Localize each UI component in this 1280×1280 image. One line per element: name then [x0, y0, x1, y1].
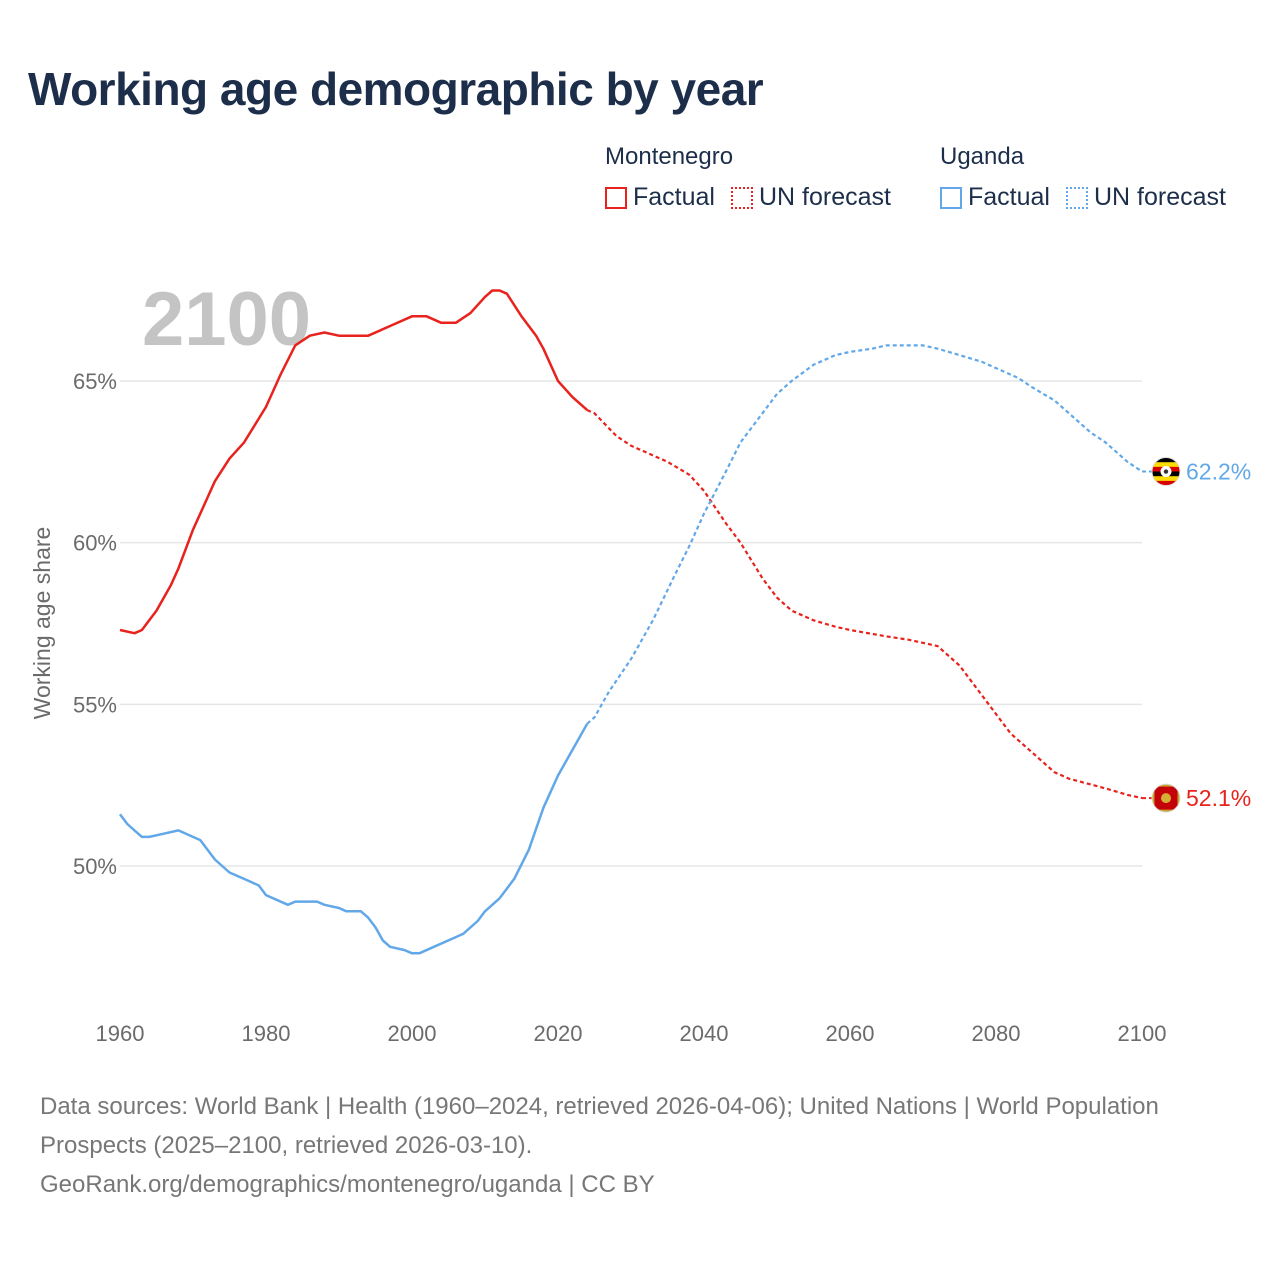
legend-group-label: Montenegro — [605, 143, 734, 170]
legend-montenegro-factual[interactable]: Factual — [605, 183, 715, 212]
legend-item-label: Factual — [633, 183, 715, 211]
legend-group-label: Uganda — [940, 143, 1025, 170]
x-tick-label: 1980 — [242, 1021, 291, 1046]
montenegro-factual-line — [119, 289, 589, 635]
flag-body — [1152, 784, 1180, 813]
legend-group-uganda: Uganda Factual UN forecast — [940, 143, 1226, 212]
x-tick-label: 2020 — [534, 1021, 583, 1046]
y-axis-title: Working age share — [29, 527, 55, 720]
legend-item-label: UN forecast — [758, 183, 891, 211]
y-tick-label: 50% — [73, 854, 117, 879]
data-sources-note: Data sources: World Bank | Health (1960–… — [40, 1093, 1159, 1159]
legend-group-montenegro: Montenegro Factual UN forecast — [605, 143, 891, 212]
flag-stripe — [1152, 457, 1180, 463]
source-link[interactable]: GeoRank.org/demographics/montenegro/ugan… — [40, 1171, 655, 1198]
x-tick-label: 2040 — [680, 1021, 729, 1046]
montenegro-end-value-label: 52.1% — [1186, 785, 1251, 811]
legend-uganda-factual[interactable]: Factual — [940, 183, 1050, 212]
legend-item-label: UN forecast — [1093, 183, 1226, 211]
y-tick-label: 65% — [73, 369, 117, 394]
flag-outline — [1151, 457, 1181, 487]
dotted-line-swatch-icon — [730, 186, 753, 209]
legend-uganda-forecast[interactable]: UN forecast — [1065, 183, 1226, 212]
montenegro-flag-icon — [1151, 783, 1181, 813]
x-tick-label: 2100 — [1118, 1021, 1167, 1046]
x-tick-label: 1960 — [96, 1021, 145, 1046]
flag-emblem — [1161, 793, 1171, 804]
montenegro-forecast-line — [586, 409, 1143, 800]
flag-stripe — [1152, 462, 1180, 468]
x-tick-label: 2080 — [972, 1021, 1021, 1046]
y-tick-label: 55% — [73, 692, 117, 717]
y-tick-label: 60% — [73, 531, 117, 556]
line-chart: 2100 50% 55% 60% 65% 1960 1980 2000 2020 2040 2060… — [29, 277, 1251, 1046]
x-tick-label: 2000 — [388, 1021, 437, 1046]
dotted-line-swatch-icon — [1065, 186, 1088, 209]
uganda-end-value-label: 62.2% — [1186, 459, 1251, 485]
year-overlay: 2100 — [142, 277, 311, 362]
flag-stripe — [1152, 480, 1180, 486]
legend-montenegro-forecast[interactable]: UN forecast — [730, 183, 891, 212]
flag-outline — [1151, 783, 1181, 813]
uganda-flag-icon — [1151, 457, 1181, 487]
solid-line-swatch-icon — [605, 186, 627, 209]
flag-crane — [1163, 469, 1169, 474]
footer: Data sources: World Bank | Health (1960–… — [40, 1087, 1240, 1204]
uganda-forecast-line — [586, 344, 1143, 725]
flag-stripe — [1152, 476, 1180, 482]
flag-body — [1152, 457, 1180, 486]
legend-item-label: Factual — [968, 183, 1050, 211]
uganda-factual-line — [119, 723, 589, 955]
chart-title: Working age demographic by year — [28, 63, 764, 115]
x-tick-label: 2060 — [826, 1021, 875, 1046]
solid-line-swatch-icon — [940, 186, 962, 209]
